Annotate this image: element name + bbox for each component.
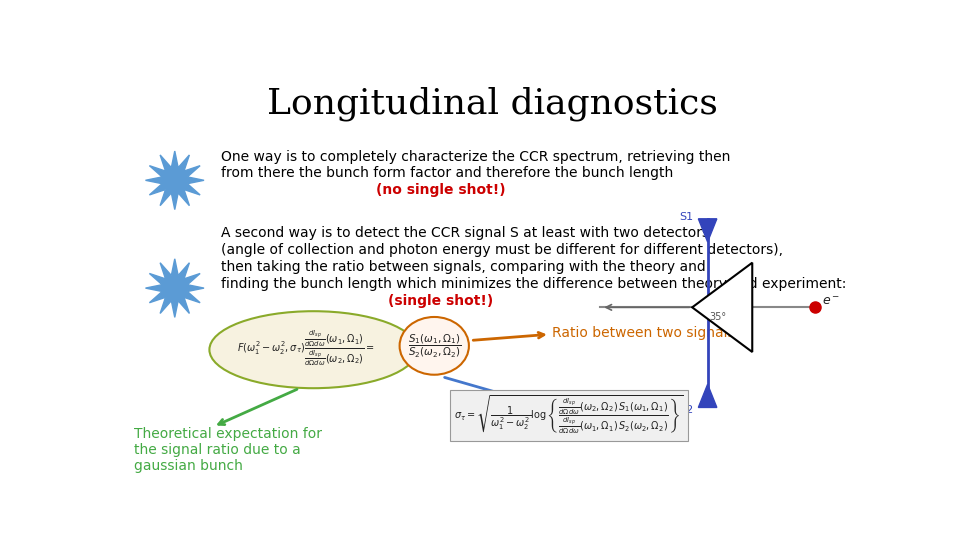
Ellipse shape — [209, 311, 418, 388]
Text: Ratio between two signals: Ratio between two signals — [552, 326, 734, 340]
Text: A second way is to detect the CCR signal S at least with two detectors: A second way is to detect the CCR signal… — [221, 226, 709, 240]
Text: $F(\omega_1^2-\omega_2^2,\sigma_\tau)\dfrac{\frac{dI_{sp}}{d\Omega d\omega}(\ome: $F(\omega_1^2-\omega_2^2,\sigma_\tau)\df… — [236, 328, 374, 368]
Polygon shape — [698, 384, 717, 408]
Text: S2: S2 — [680, 405, 694, 415]
Text: Theoretical expectation for
the signal ratio due to a
gaussian bunch: Theoretical expectation for the signal r… — [134, 427, 322, 473]
Polygon shape — [146, 151, 204, 210]
Text: (angle of collection and photon energy must be different for different detectors: (angle of collection and photon energy m… — [221, 244, 783, 258]
Text: then taking the ratio between signals, comparing with the theory and: then taking the ratio between signals, c… — [221, 260, 706, 274]
Text: from there the bunch form factor and therefore the bunch length: from there the bunch form factor and the… — [221, 166, 673, 180]
Text: One way is to completely characterize the CCR spectrum, retrieving then: One way is to completely characterize th… — [221, 150, 731, 164]
Text: Longitudinal diagnostics: Longitudinal diagnostics — [267, 86, 717, 121]
Polygon shape — [698, 219, 717, 242]
Text: (single shot!): (single shot!) — [388, 294, 493, 308]
Text: 35°: 35° — [709, 312, 727, 322]
Text: (no single shot!): (no single shot!) — [375, 184, 505, 198]
Ellipse shape — [399, 317, 468, 375]
Polygon shape — [692, 262, 753, 352]
Text: S1: S1 — [680, 212, 694, 222]
Text: finding the bunch length which minimizes the difference between theory and exper: finding the bunch length which minimizes… — [221, 278, 847, 291]
Text: $e^-$: $e^-$ — [822, 295, 840, 308]
Polygon shape — [146, 259, 204, 318]
Text: $\dfrac{S_1(\omega_1,\Omega_1)}{S_2(\omega_2,\Omega_2)}$: $\dfrac{S_1(\omega_1,\Omega_1)}{S_2(\ome… — [407, 333, 461, 359]
Text: $\sigma_\tau = \sqrt{\dfrac{1}{\omega_1^2 - \omega_2^2} \log\left\{\dfrac{\frac{: $\sigma_\tau = \sqrt{\dfrac{1}{\omega_1^… — [454, 394, 684, 436]
